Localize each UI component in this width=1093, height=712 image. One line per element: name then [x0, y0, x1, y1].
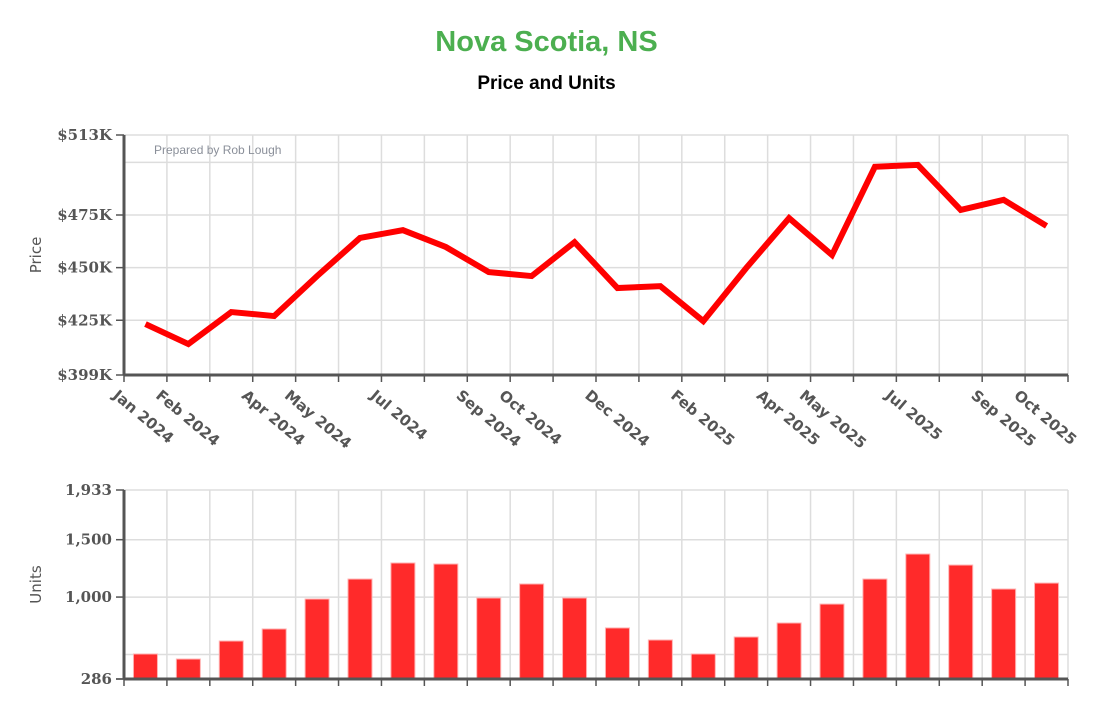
- units-bar: [175, 658, 201, 680]
- units-bar: [862, 578, 888, 680]
- credit-text: Prepared by Rob Lough: [154, 143, 281, 157]
- units-bar: [1034, 582, 1060, 680]
- units-bar: [733, 636, 759, 680]
- y-tick-label: 1,500: [65, 531, 112, 549]
- y-tick-label: $399K: [57, 366, 113, 384]
- y-tick-label: 1,933: [65, 481, 112, 499]
- y-axis-title: Units: [27, 565, 45, 604]
- x-tick-label: Feb 2025: [667, 386, 738, 450]
- units-bar: [433, 563, 459, 680]
- y-tick-label: 1,000: [65, 588, 112, 606]
- x-tick-label: Dec 2024: [581, 386, 653, 450]
- units-bar: [690, 653, 716, 680]
- y-tick-label: $425K: [57, 311, 113, 329]
- price-line: [144, 161, 1049, 348]
- units-bar: [562, 597, 588, 680]
- units-bar: [948, 564, 974, 680]
- y-tick-label: $450K: [57, 259, 113, 277]
- units-bar: [476, 597, 502, 680]
- units-bar: [390, 562, 416, 680]
- x-tick-label: Jul 2025: [881, 386, 946, 444]
- y-tick-label: $513K: [57, 126, 113, 144]
- units-bar: [347, 578, 373, 680]
- units-bar: [218, 640, 244, 680]
- units-bar: [604, 627, 630, 680]
- units-bar: [905, 553, 931, 680]
- units-bar: [819, 603, 845, 680]
- y-tick-label: 286: [81, 670, 112, 688]
- units-bar: [132, 653, 158, 680]
- chart-subtitle: Price and Units: [477, 73, 616, 94]
- units-bar: [991, 588, 1017, 680]
- units-bar: [647, 639, 673, 680]
- units-bar: [304, 598, 330, 680]
- chart-title: Nova Scotia, NS: [435, 26, 658, 58]
- y-axis-title: Price: [27, 237, 45, 274]
- units-bar: [519, 583, 545, 680]
- units-bar-chart: 286 1,000 1,500 1,933 Units: [27, 481, 1069, 688]
- units-bar: [776, 622, 802, 680]
- y-tick-label: $475K: [57, 206, 113, 224]
- x-tick-label: Jul 2024: [366, 386, 431, 444]
- units-bar: [261, 628, 287, 680]
